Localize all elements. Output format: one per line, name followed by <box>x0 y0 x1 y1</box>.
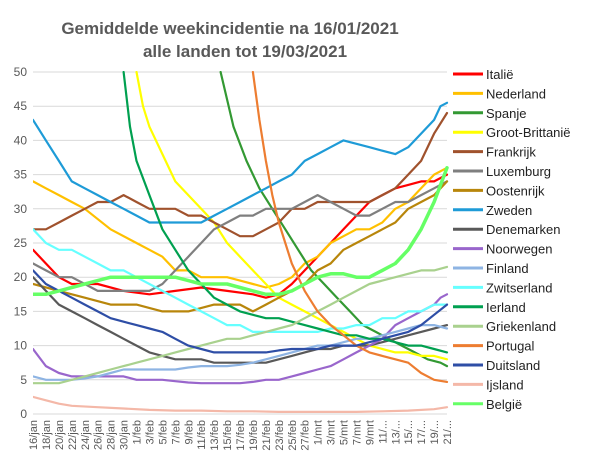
x-tick-label: 13/... <box>390 420 402 444</box>
legend-label-9: Noorwegen <box>486 242 553 257</box>
x-tick-label: 1/feb <box>132 420 144 444</box>
series-line-11 <box>33 228 449 333</box>
x-tick-label: 15/... <box>403 420 415 444</box>
x-tick-label: 15/feb <box>222 420 234 451</box>
x-tick-label: 21/... <box>442 420 454 444</box>
x-tick-label: 1/mrt <box>313 420 325 445</box>
gridlines <box>33 71 447 381</box>
y-tick-label: 15 <box>14 304 28 318</box>
legend-label-8: Denemarken <box>486 222 560 237</box>
legend: Italië Nederland Spanje Groot-Brittanië Fran… <box>453 67 571 412</box>
x-tick-label: 23/feb <box>274 420 286 451</box>
series-line-12 <box>122 71 449 354</box>
series-line-2 <box>219 71 449 368</box>
series-line-15 <box>33 269 449 354</box>
series-line-13 <box>33 265 449 385</box>
x-tick-label: 7/mrt <box>351 420 363 445</box>
legend-label-2: Spanje <box>486 106 526 121</box>
series-line-14 <box>251 71 449 383</box>
x-tick-label: 9/mrt <box>364 420 376 445</box>
x-tick-label: 13/feb <box>209 420 221 451</box>
x-tick-label: 30/jan <box>119 420 131 450</box>
x-tick-label: 7/feb <box>170 420 182 444</box>
x-tick-label: 24/jan <box>80 420 92 450</box>
x-tick-label: 21/feb <box>261 420 273 451</box>
legend-label-11: Zwitserland <box>486 280 552 295</box>
legend-label-16: Ijsland <box>486 377 524 392</box>
x-tick-label: 27/feb <box>300 420 312 451</box>
legend-label-0: Italië <box>486 67 513 82</box>
series-lines <box>33 71 449 413</box>
legend-label-4: Frankrijk <box>486 145 536 160</box>
series-line-9 <box>33 293 449 385</box>
series-line-16 <box>33 395 449 413</box>
legend-label-17: België <box>486 397 522 412</box>
y-tick-label: 40 <box>14 133 28 147</box>
x-tick-label: 3/mrt <box>326 420 338 445</box>
legend-label-1: Nederland <box>486 86 546 101</box>
y-tick-label: 20 <box>14 270 28 284</box>
x-tick-label: 17/feb <box>235 420 247 451</box>
series-line-7 <box>33 101 449 224</box>
legend-label-12: Ierland <box>486 300 526 315</box>
y-tick-label: 50 <box>14 65 28 79</box>
legend-label-3: Groot-Brittanië <box>486 125 571 140</box>
series-line-17 <box>33 166 449 297</box>
x-tick-label: 5/mrt <box>339 420 351 445</box>
series-line-1 <box>33 166 449 289</box>
y-tick-label: 25 <box>14 236 28 250</box>
legend-label-10: Finland <box>486 261 529 276</box>
x-tick-label: 28/jan <box>106 420 118 450</box>
x-tick-label: 16/jan <box>28 420 40 450</box>
legend-label-15: Duitsland <box>486 358 540 373</box>
x-tick-label: 25/feb <box>287 420 299 451</box>
x-tick-label: 20/jan <box>54 420 66 450</box>
x-tick-label: 3/feb <box>144 420 156 444</box>
x-tick-label: 9/feb <box>183 420 195 444</box>
legend-label-5: Luxemburg <box>486 164 551 179</box>
series-line-10 <box>33 324 449 381</box>
series-line-3 <box>135 71 449 361</box>
y-tick-label: 45 <box>14 99 28 113</box>
x-tick-label: 5/feb <box>157 420 169 444</box>
y-tick-label: 0 <box>20 407 27 421</box>
legend-label-7: Zweden <box>486 203 532 218</box>
x-tick-label: 17/... <box>416 420 428 444</box>
x-tick-label: 22/jan <box>67 420 79 450</box>
x-tick-label: 26/jan <box>93 420 105 450</box>
x-axis-ticks: 16/jan 18/jan 20/jan 22/jan 24/jan 26/jan 28/j… <box>28 420 454 451</box>
legend-label-13: Griekenland <box>486 319 556 334</box>
series-line-8 <box>33 276 449 364</box>
x-tick-label: 11/feb <box>196 420 208 450</box>
legend-label-6: Oostenrijk <box>486 183 545 198</box>
series-line-5 <box>33 180 449 292</box>
y-tick-label: 35 <box>14 168 28 182</box>
series-line-4 <box>33 111 449 238</box>
y-tick-label: 30 <box>14 202 28 216</box>
legend-label-14: Portugal <box>486 339 535 354</box>
chart-title-line-1: Gemiddelde weekincidentie na 16/01/2021 <box>61 19 398 38</box>
x-tick-label: 18/jan <box>41 420 53 450</box>
y-axis-ticks: 0 5 10 15 20 25 30 35 40 45 50 <box>14 65 28 421</box>
x-tick-label: 19/feb <box>248 420 260 451</box>
y-tick-label: 10 <box>14 339 28 353</box>
x-tick-label: 11/... <box>377 420 389 444</box>
chart-title-line-2: alle landen tot 19/03/2021 <box>143 42 347 61</box>
x-tick-label: 19/... <box>429 420 441 444</box>
y-tick-label: 5 <box>20 373 27 387</box>
